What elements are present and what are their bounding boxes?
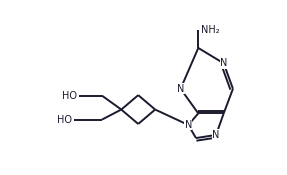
Text: N: N: [220, 58, 227, 68]
Text: N: N: [177, 84, 184, 94]
Text: N: N: [212, 130, 220, 140]
Text: N: N: [185, 120, 192, 130]
Text: HO: HO: [57, 115, 72, 125]
Text: NH₂: NH₂: [201, 25, 219, 35]
Text: HO: HO: [62, 91, 77, 101]
